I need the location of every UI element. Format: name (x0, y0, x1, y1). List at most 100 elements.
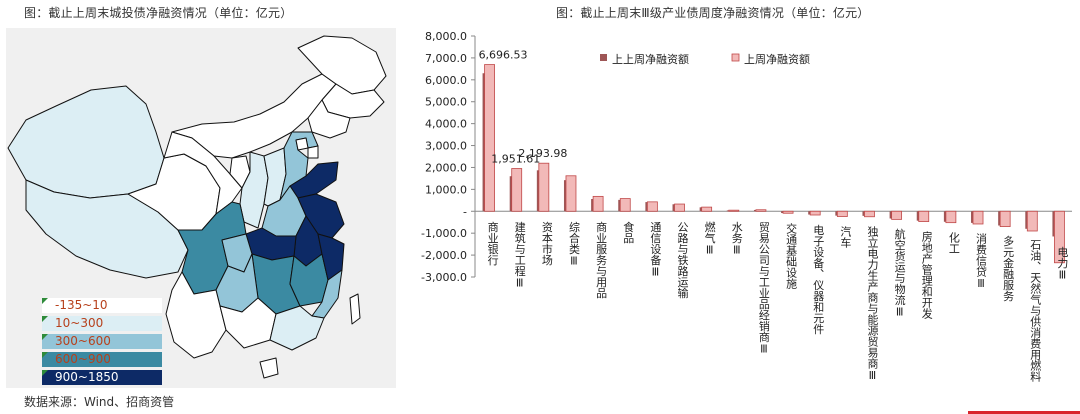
category-label: 电子设备、仪器和元件 (812, 224, 825, 335)
legend-marker-icon (42, 334, 48, 340)
category-label: 交通基础设施 (785, 222, 798, 290)
y-tick-label: 1,000.0 (425, 183, 467, 196)
legend-item: 300~600 (42, 334, 162, 349)
legend-label: -135~10 (55, 298, 108, 312)
chart-title: 图：截止上周末Ⅲ级产业债周度净融资情况（单位：亿元） (556, 6, 870, 20)
data-label: 1,951.61 (491, 153, 540, 166)
category-label: 房地产管理和开发 (920, 230, 933, 319)
legend-item: 600~900 (42, 352, 162, 367)
province-tianjin (307, 145, 319, 159)
map-title: 图：截止上周末城投债净融资情况（单位：亿元） (24, 6, 293, 20)
data-label: 2,193.98 (518, 147, 567, 160)
province-liaoning (307, 99, 351, 139)
y-tick-label: 7,000.0 (425, 52, 467, 65)
bar-last-week (864, 210, 875, 218)
bar-last-week (619, 198, 631, 212)
legend-item: 10~300 (42, 316, 162, 331)
bar-last-week (592, 195, 604, 212)
bar-last-week (674, 203, 685, 212)
category-label: 航空货运与物流Ⅲ (893, 227, 906, 318)
category-label: 多元金融服务 (1002, 234, 1015, 301)
province-gansu (163, 131, 243, 215)
data-source: 数据来源：Wind、招商资管 (24, 395, 175, 409)
legend-label: 10~300 (55, 316, 104, 330)
bar-last-week (484, 64, 495, 212)
bar-last-week (646, 201, 658, 212)
bar-last-week (1054, 210, 1065, 264)
category-label: 贸易公司与工业品经销商Ⅲ (757, 221, 770, 355)
bar-last-week (782, 210, 794, 214)
category-label: 商业银行 (486, 220, 499, 266)
legend-item: 900~1850 (42, 370, 162, 385)
legend-swatch (600, 54, 607, 61)
province-beijing (295, 137, 309, 151)
y-tick-label: 3,000.0 (425, 140, 467, 153)
category-label: 石油、天然气与供消费用燃料 (1029, 239, 1042, 383)
category-label: 化工 (947, 230, 960, 253)
bar-last-week (728, 209, 740, 212)
legend-label: 600~900 (55, 352, 111, 366)
legend-label: 300~600 (55, 334, 111, 348)
category-label: 电力Ⅲ (1056, 246, 1069, 281)
legend-swatch (42, 334, 162, 349)
bar-last-week (945, 210, 957, 224)
y-tick-label: - (463, 205, 467, 218)
y-tick-label: 5,000.0 (425, 96, 467, 109)
province-yunnan (165, 271, 227, 359)
province-xinjiang (7, 85, 165, 199)
legend-swatch (42, 298, 162, 313)
category-label: 综合类Ⅲ (567, 220, 580, 267)
y-tick-label: -2,000.0 (421, 249, 467, 262)
y-tick-label: -1,000.0 (421, 227, 467, 240)
province-taiwan (349, 293, 361, 325)
legend-swatch (42, 352, 162, 367)
province-guangdong (269, 305, 325, 351)
category-label: 食品 (622, 220, 635, 243)
legend-item: -135~10 (42, 298, 162, 313)
province-hainan (259, 357, 279, 379)
bar-last-week (538, 162, 550, 212)
legend-marker-icon (42, 316, 48, 322)
bar-last-week (755, 209, 767, 212)
legend-marker-icon (42, 370, 48, 376)
category-label: 公路与铁路运输 (676, 221, 689, 299)
bar-last-week (836, 210, 848, 217)
bar-last-week (891, 210, 903, 220)
legend-swatch (731, 53, 740, 62)
y-tick-label: 4,000.0 (425, 118, 467, 131)
category-label: 通信设备Ⅲ (649, 221, 662, 278)
category-label: 汽车 (839, 224, 852, 248)
bar-last-week (701, 206, 713, 212)
legend-label: 上上周净融资额 (612, 52, 689, 66)
category-label: 建筑与工程Ⅲ (513, 220, 526, 289)
legend-swatch (42, 370, 162, 385)
category-label: 燃气Ⅲ (703, 220, 716, 256)
category-label: 水务Ⅲ (730, 221, 743, 256)
bar-last-week (972, 210, 984, 225)
y-tick-label: 6,000.0 (425, 74, 467, 87)
bar-last-week (511, 168, 523, 212)
category-label: 独立电力生产商与能源贸易商Ⅲ (866, 226, 879, 382)
bar-chart: 8,000.0 7,000.0 6,000.0 5,000.0 4,000.0 3,000… (421, 30, 1072, 383)
china-map (7, 35, 387, 379)
data-label: 6,696.53 (479, 49, 528, 62)
legend-marker-icon (42, 298, 48, 304)
legend-swatch (42, 316, 162, 331)
province-tibet (25, 179, 189, 279)
bar-last-week (809, 210, 821, 216)
category-label: 商业服务与用品 (595, 220, 608, 298)
legend-label: 上周净融资额 (744, 52, 810, 66)
y-tick-label: 8,000.0 (425, 30, 467, 43)
bar-last-week (1026, 210, 1038, 232)
y-tick-label: 2,000.0 (425, 161, 467, 174)
accent-bar (968, 411, 1080, 414)
y-tick-label: -3,000.0 (421, 271, 467, 284)
map-panel: -135~10 10~300 300~600 600~900 900~1850 (6, 28, 396, 388)
category-label: 消费信贷Ⅲ (975, 232, 988, 290)
province-heilongjiang (297, 35, 387, 95)
bar-last-week (999, 210, 1011, 228)
category-label: 资本市场 (540, 221, 553, 266)
bar-last-week (918, 210, 930, 222)
legend-marker-icon (42, 352, 48, 358)
legend-label: 900~1850 (55, 370, 119, 384)
